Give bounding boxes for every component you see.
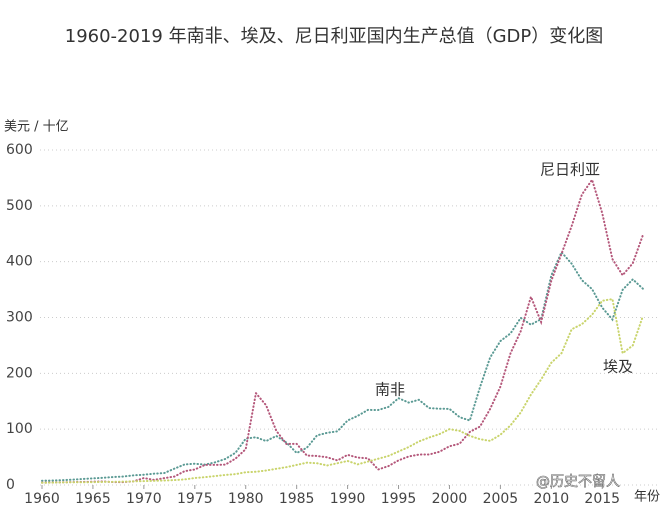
series-line (41, 297, 644, 484)
series-line (41, 250, 644, 482)
x-tick-label: 1960 (24, 491, 60, 507)
x-tick-label: 1995 (381, 491, 417, 507)
x-tick-label: 1965 (75, 491, 111, 507)
x-tick-label: 2010 (534, 491, 570, 507)
x-tick-label: 1975 (177, 491, 213, 507)
y-tick-label: 400 (6, 254, 33, 270)
y-tick-label: 0 (6, 477, 15, 493)
x-tick-label: 1970 (126, 491, 162, 507)
y-tick-label: 100 (6, 421, 33, 437)
x-tick-label: 1990 (330, 491, 366, 507)
y-tick-label: 600 (6, 142, 33, 158)
y-tick-label: 500 (6, 198, 33, 214)
x-tick-label: 2015 (584, 491, 620, 507)
series-line (41, 177, 644, 484)
x-tick-label: 2000 (432, 491, 468, 507)
series-label: 埃及 (603, 358, 633, 376)
y-axis-label: 美元 / 十亿 (4, 120, 69, 135)
y-tick-label: 200 (6, 365, 33, 381)
y-tick-label: 300 (6, 310, 33, 326)
x-tick-label: 2005 (483, 491, 519, 507)
chart-title: 1960-2019 年南非、埃及、尼日利亚国内生产总值（GDP）变化图 (65, 26, 604, 47)
x-tick-label: 1985 (279, 491, 315, 507)
x-tick-label: 1980 (228, 491, 264, 507)
x-axis-label: 年份 (634, 490, 660, 505)
watermark: @历史不留人 (536, 474, 620, 490)
series-label: 南非 (375, 381, 405, 399)
series-label: 尼日利亚 (540, 161, 600, 179)
